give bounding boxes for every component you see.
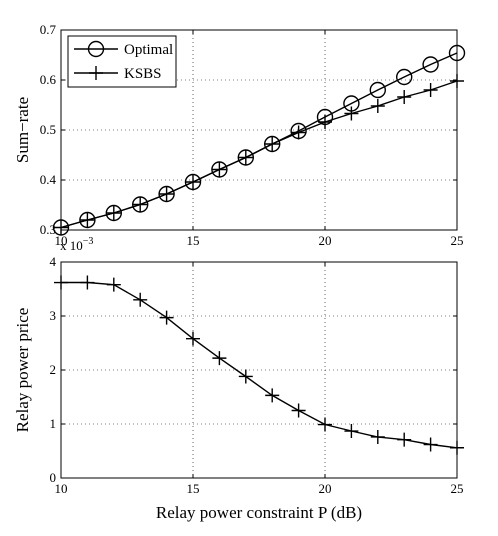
bottom-series: [54, 275, 464, 455]
top-ksbs-point: [133, 197, 148, 212]
bottom-price-point: [397, 432, 412, 447]
top-ksbs-point: [212, 162, 227, 177]
top-y-tick-label: 0.4: [40, 172, 57, 187]
top-ksbs-point: [344, 106, 359, 121]
bottom-price-point: [344, 424, 359, 439]
top-optimal-point: [237, 149, 255, 166]
top-optimal-point: [184, 173, 202, 191]
bottom-y-tick-label: 2: [50, 362, 57, 377]
top-optimal-point: [369, 81, 386, 99]
top-ksbs-point: [397, 90, 412, 104]
top-x-tick-label: 20: [319, 233, 332, 248]
bottom-price-point: [265, 388, 280, 403]
bottom-series-price-line: [61, 281, 458, 449]
top-y-axis-label: Sum−rate: [13, 97, 32, 163]
top-panel: 10 15 20 25 0.3 0.4 0.5 0.6 0.7 Sum−rate Optimal…: [13, 22, 466, 248]
top-ksbs-point: [291, 125, 306, 140]
top-x-tick-label: 10: [55, 233, 68, 248]
top-optimal-point: [79, 211, 96, 229]
bottom-y-tick-label: 0: [50, 470, 57, 485]
bottom-ticks: 10 15 20 25 0 1 2 3 4: [50, 254, 464, 496]
legend-optimal-label: Optimal: [124, 42, 173, 58]
bottom-price-point: [80, 275, 95, 290]
top-optimal-point: [264, 135, 281, 153]
bottom-price-point: [423, 437, 438, 452]
top-optimal-point: [422, 56, 439, 73]
bottom-price-point: [291, 403, 306, 418]
bottom-x-tick-label: 15: [187, 481, 200, 496]
top-ksbs-point: [238, 150, 253, 165]
top-ksbs-point: [80, 213, 95, 227]
top-ksbs-point: [106, 206, 121, 220]
bottom-x-tick-label: 20: [319, 481, 332, 496]
top-optimal-point: [158, 185, 175, 203]
bottom-panel: 10 15 20 25 0 1 2 3 4 x 10−3 Relay power price R…: [13, 236, 464, 522]
bottom-price-point: [106, 277, 121, 292]
bottom-price-point: [186, 331, 200, 346]
exponent-label: x 10−3: [60, 236, 93, 253]
top-ticks: 10 15 20 25 0.3 0.4 0.5 0.6 0.7: [40, 22, 464, 248]
top-ksbs-point: [265, 137, 280, 151]
top-y-tick-label: 0.3: [40, 222, 56, 237]
top-series-ksbs-line: [60, 80, 458, 229]
bottom-price-point: [212, 351, 227, 366]
bottom-price-point: [318, 417, 332, 432]
top-optimal-point: [105, 204, 123, 222]
top-optimal-point: [211, 161, 228, 178]
top-optimal-point: [131, 196, 149, 213]
legend-ksbs-marker: [89, 66, 103, 80]
top-optimal-point: [396, 68, 413, 86]
top-ksbs-point: [186, 175, 200, 189]
top-ksbs-point: [423, 83, 438, 97]
bottom-price-point: [159, 310, 174, 325]
bottom-grid: [61, 262, 457, 478]
legend-box: [67, 35, 177, 88]
top-ksbs-point: [370, 99, 385, 113]
top-x-tick-label: 15: [187, 233, 200, 248]
top-x-tick-label: 25: [451, 233, 464, 248]
legend: Optimal KSBS: [67, 35, 177, 88]
x-axis-label: Relay power constraint P (dB): [156, 503, 362, 522]
bottom-y-axis-label: Relay power price: [13, 308, 32, 433]
bottom-x-tick-label: 25: [451, 481, 464, 496]
top-y-tick-label: 0.7: [40, 22, 57, 37]
legend-optimal-marker: [87, 40, 105, 58]
bottom-price-point: [133, 292, 148, 307]
legend-ksbs-label: KSBS: [124, 66, 162, 82]
top-ksbs-point: [159, 187, 174, 201]
bottom-x-tick-label: 10: [55, 481, 68, 496]
top-y-tick-label: 0.5: [40, 122, 56, 137]
bottom-y-tick-label: 4: [50, 254, 57, 269]
bottom-y-tick-label: 1: [50, 416, 57, 431]
top-ksbs-point: [318, 115, 332, 129]
bottom-price-point: [370, 429, 385, 444]
top-grid: [61, 30, 457, 230]
bottom-price-point: [238, 369, 253, 384]
bottom-y-tick-label: 3: [50, 308, 57, 323]
top-y-tick-label: 0.6: [40, 72, 57, 87]
